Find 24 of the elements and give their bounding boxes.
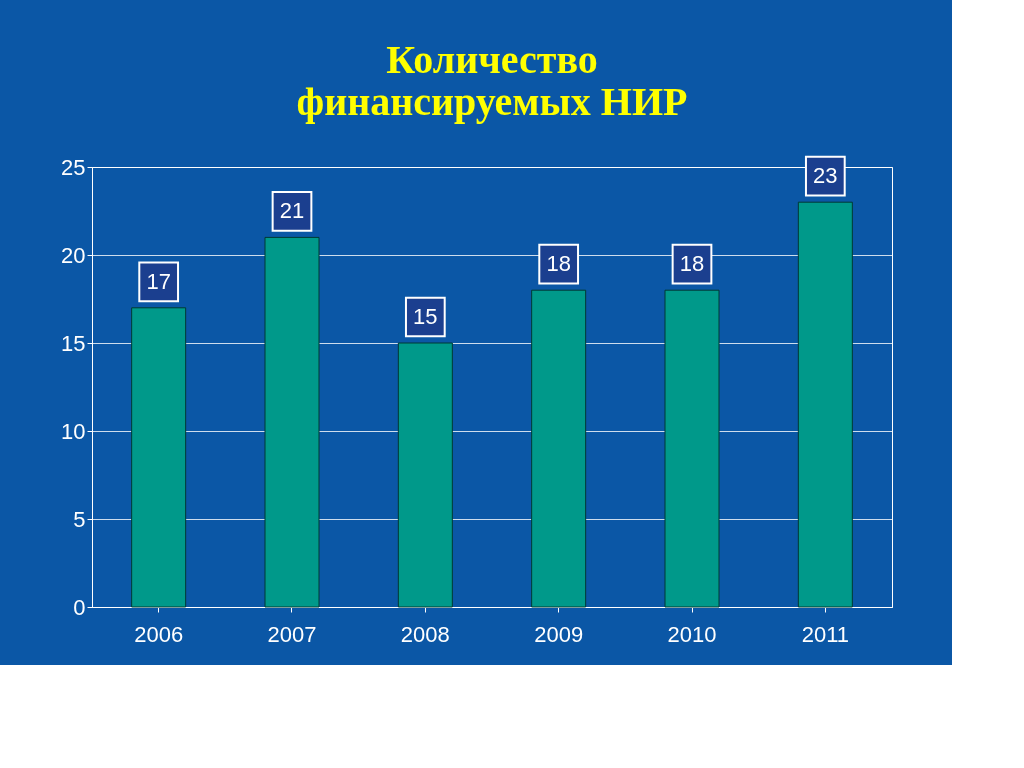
data-label: 18: [679, 251, 705, 277]
x-tick-label: 2009: [534, 621, 584, 647]
data-label: 23: [813, 163, 838, 189]
y-tick-label: 20: [61, 242, 86, 268]
bar: [131, 307, 187, 608]
data-label: 17: [146, 268, 171, 294]
data-label: 18: [546, 251, 571, 277]
data-label: 15: [413, 304, 438, 329]
x-tick-label: 2006: [134, 621, 184, 647]
data-label: 21: [279, 198, 305, 224]
x-tick-label: 2008: [400, 621, 450, 647]
x-tick-label: 2007: [267, 621, 317, 647]
y-tick-label: 15: [61, 330, 86, 356]
y-tick-label: 25: [61, 154, 86, 180]
y-tick-label: 5: [73, 506, 86, 532]
bar: [264, 236, 320, 608]
bar: [664, 289, 720, 608]
bar: [797, 201, 853, 608]
y-tick-label: 0: [73, 594, 86, 620]
bar: [531, 289, 587, 608]
x-tick-label: 2010: [667, 621, 717, 647]
x-tick-label: 2011: [801, 621, 849, 647]
bar: [397, 342, 453, 608]
y-tick-label: 10: [61, 418, 86, 444]
